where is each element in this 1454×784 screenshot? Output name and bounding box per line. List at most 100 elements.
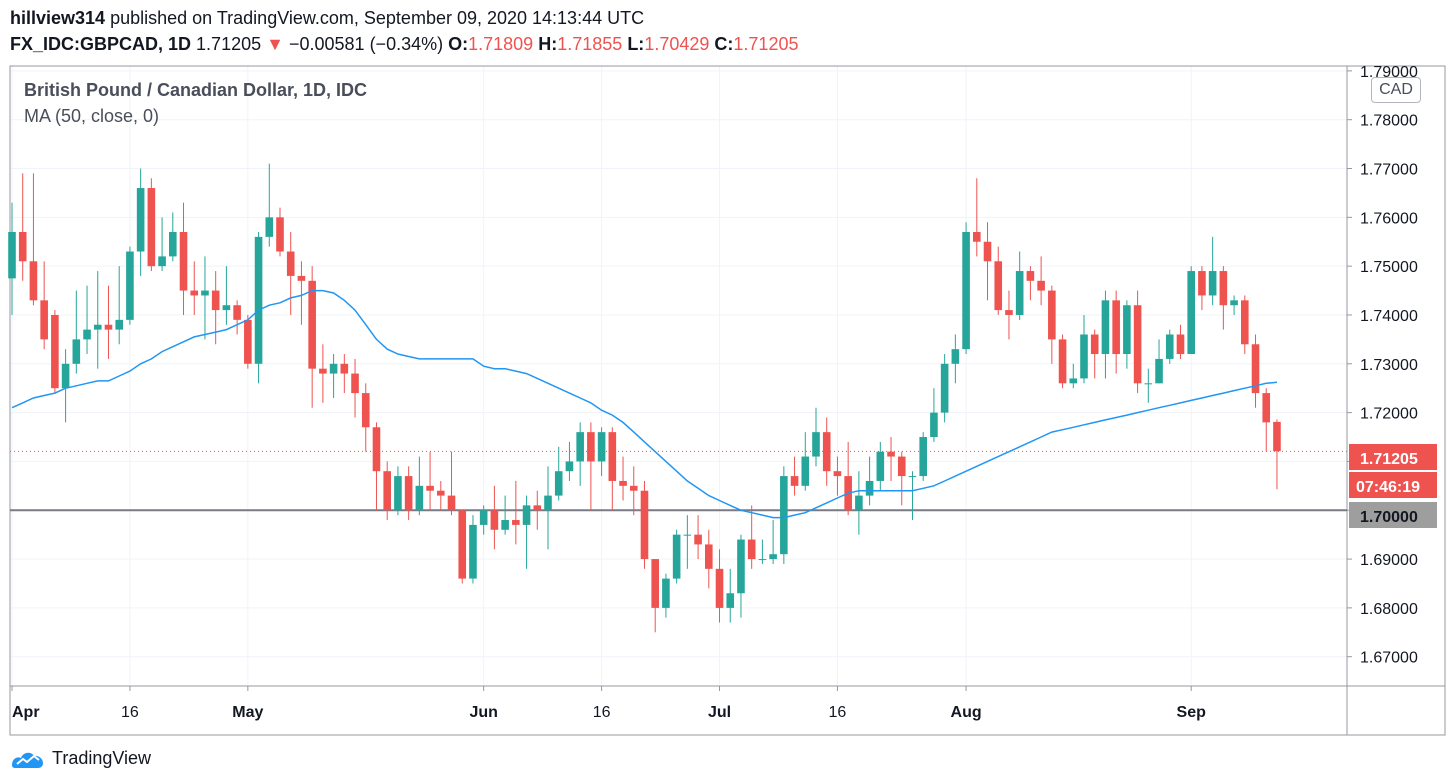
candle-up[interactable]: [769, 554, 777, 560]
candle-up[interactable]: [1101, 300, 1110, 355]
candle-down[interactable]: [790, 476, 799, 486]
candle-down[interactable]: [319, 368, 327, 374]
candle-down[interactable]: [233, 305, 241, 320]
candle-up[interactable]: [1230, 300, 1238, 306]
candle-up[interactable]: [554, 471, 563, 496]
candle-up[interactable]: [1187, 271, 1195, 355]
candle-down[interactable]: [715, 568, 724, 608]
candle-down[interactable]: [190, 290, 199, 296]
candle-up[interactable]: [522, 505, 531, 525]
candle-down[interactable]: [822, 432, 831, 472]
candle-up[interactable]: [576, 432, 584, 462]
candle-up[interactable]: [394, 476, 402, 511]
currency-badge[interactable]: CAD: [1371, 77, 1421, 103]
candle-down[interactable]: [1112, 300, 1120, 355]
candle-down[interactable]: [1251, 344, 1260, 394]
chart-legend-title[interactable]: British Pound / Canadian Dollar, 1D, IDC: [24, 80, 368, 100]
candle-down[interactable]: [897, 456, 906, 477]
candle-down[interactable]: [308, 280, 316, 369]
candle-up[interactable]: [758, 559, 767, 561]
candle-up[interactable]: [1080, 334, 1088, 379]
candle-down[interactable]: [694, 534, 702, 545]
candle-down[interactable]: [40, 300, 48, 340]
candle-down[interactable]: [18, 231, 27, 262]
candle-down[interactable]: [705, 544, 713, 569]
candle-up[interactable]: [737, 539, 745, 594]
candle-down[interactable]: [887, 451, 895, 457]
candle-down[interactable]: [297, 275, 306, 281]
candle-up[interactable]: [672, 534, 681, 579]
candle-up[interactable]: [662, 578, 670, 608]
ma-legend[interactable]: MA (50, close, 0): [24, 106, 160, 126]
candle-down[interactable]: [179, 231, 188, 291]
candle-up[interactable]: [479, 510, 488, 525]
candle-down[interactable]: [1037, 280, 1045, 291]
candle-down[interactable]: [383, 471, 391, 511]
candle-down[interactable]: [512, 520, 520, 525]
candle-up[interactable]: [169, 231, 177, 257]
candle-up[interactable]: [1208, 271, 1217, 296]
candle-up[interactable]: [93, 324, 102, 330]
candle-up[interactable]: [1123, 305, 1131, 355]
candle-up[interactable]: [1165, 334, 1174, 359]
candle-up[interactable]: [72, 339, 81, 364]
price-axis[interactable]: 1.79000 1.78000 1.77000 1.76000 1.75000 1.740…: [1347, 64, 1418, 667]
candle-up[interactable]: [1015, 271, 1024, 315]
candle-down[interactable]: [437, 490, 445, 496]
candle-up[interactable]: [136, 188, 145, 252]
candle-down[interactable]: [1262, 393, 1271, 423]
candle-up[interactable]: [940, 363, 949, 413]
ma-50-line[interactable]: [11, 289, 1278, 519]
candle-down[interactable]: [340, 363, 349, 374]
candle-down[interactable]: [351, 373, 359, 394]
candle-up[interactable]: [726, 593, 735, 608]
candle-down[interactable]: [619, 480, 627, 486]
candle-up[interactable]: [8, 231, 16, 279]
candle-up[interactable]: [597, 432, 606, 462]
candle-down[interactable]: [1026, 271, 1035, 281]
candle-down[interactable]: [104, 324, 113, 330]
candle-up[interactable]: [1144, 383, 1153, 385]
candle-up[interactable]: [683, 534, 692, 536]
candle-up[interactable]: [865, 480, 874, 496]
candles[interactable]: [8, 163, 1281, 633]
candle-down[interactable]: [651, 559, 659, 608]
candle-down[interactable]: [1048, 290, 1056, 340]
candle-down[interactable]: [1090, 334, 1099, 355]
candle-down[interactable]: [244, 319, 252, 364]
candle-down[interactable]: [458, 510, 467, 579]
candle-up[interactable]: [919, 437, 927, 477]
candle-up[interactable]: [930, 412, 938, 438]
candle-up[interactable]: [265, 217, 274, 237]
candle-down[interactable]: [983, 241, 992, 262]
author-name[interactable]: hillview314: [10, 8, 106, 28]
candle-up[interactable]: [1069, 378, 1078, 384]
candle-down[interactable]: [1219, 271, 1228, 306]
candle-up[interactable]: [126, 251, 134, 320]
candle-down[interactable]: [29, 261, 38, 301]
candlestick-chart[interactable]: 1.79000 1.78000 1.77000 1.76000 1.75000 1.740…: [0, 0, 1454, 740]
candle-down[interactable]: [973, 231, 981, 242]
candle-up[interactable]: [501, 520, 509, 530]
candle-down[interactable]: [447, 495, 456, 511]
candle-up[interactable]: [115, 319, 123, 330]
candle-down[interactable]: [1176, 334, 1185, 355]
candle-down[interactable]: [372, 427, 381, 472]
candle-up[interactable]: [329, 363, 338, 374]
candle-up[interactable]: [254, 236, 263, 364]
candle-up[interactable]: [544, 495, 552, 511]
candle-down[interactable]: [361, 393, 370, 428]
candle-up[interactable]: [951, 349, 960, 364]
candle-up[interactable]: [962, 231, 970, 350]
candle-down[interactable]: [276, 217, 284, 252]
candle-up[interactable]: [876, 451, 885, 481]
candle-up[interactable]: [61, 363, 70, 389]
candle-down[interactable]: [426, 485, 434, 491]
candle-down[interactable]: [747, 539, 756, 560]
candle-down[interactable]: [51, 314, 59, 389]
candle-down[interactable]: [211, 290, 220, 311]
candle-up[interactable]: [83, 329, 91, 340]
candle-up[interactable]: [812, 432, 820, 457]
candle-up[interactable]: [201, 290, 209, 296]
candle-down[interactable]: [1273, 421, 1281, 452]
